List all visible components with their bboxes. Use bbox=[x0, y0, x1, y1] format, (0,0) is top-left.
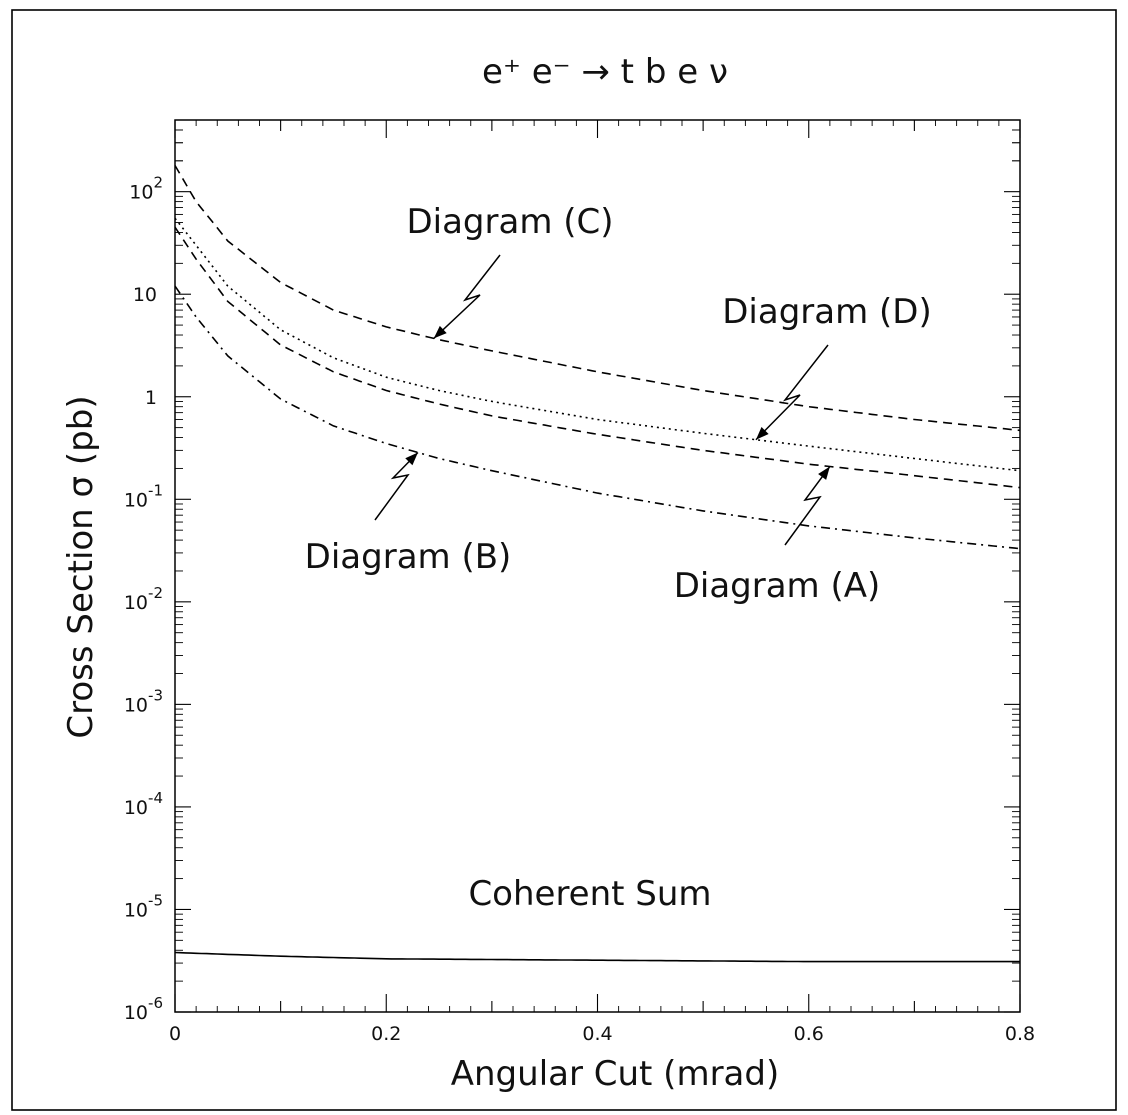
y-tick-label: 10-5 bbox=[124, 891, 163, 921]
arrowhead bbox=[433, 325, 447, 339]
annotation-diagram-d: Diagram (D) bbox=[722, 292, 932, 332]
y-tick-label: 10 bbox=[133, 284, 157, 306]
x-tick-label: 0.4 bbox=[582, 1023, 612, 1045]
axis-ticks bbox=[174, 119, 1021, 1013]
annotation-coherent-sum: Coherent Sum bbox=[468, 874, 711, 914]
annotation-layer: Diagram (C) Diagram (D) Diagram (A) Diagram… bbox=[305, 202, 932, 914]
x-tick-label: 0.6 bbox=[794, 1023, 824, 1045]
series-diagram-a bbox=[174, 226, 1021, 489]
series-coherent-sum bbox=[174, 951, 1020, 963]
annotation-arrow bbox=[433, 254, 501, 339]
annotation-arrow bbox=[784, 466, 831, 546]
tick-labels: 0 0.2 0.4 0.6 0.8 10-6 10-5 10-4 10-3 10-2 10-1 1 10… bbox=[124, 174, 1035, 1045]
x-axis-label: Angular Cut (mrad) bbox=[451, 1054, 779, 1094]
arrowhead bbox=[405, 452, 418, 466]
y-tick-label: 10-2 bbox=[124, 584, 163, 614]
annotation-diagram-b: Diagram (B) bbox=[305, 537, 512, 577]
plot-area: Diagram (C) Diagram (D) Diagram (A) Diagram… bbox=[174, 119, 1021, 1013]
x-tick-label: 0.8 bbox=[1005, 1023, 1035, 1045]
arrowhead bbox=[755, 426, 769, 440]
series-diagram-c bbox=[174, 165, 1021, 432]
annotation-diagram-a: Diagram (A) bbox=[674, 566, 881, 606]
x-tick-label: 0.2 bbox=[371, 1023, 401, 1045]
y-tick-label: 10-1 bbox=[124, 481, 163, 511]
chart-title: e⁺ e⁻ → t b e ν bbox=[482, 52, 728, 92]
annotation-arrow bbox=[374, 451, 419, 521]
y-tick-label: 10-6 bbox=[124, 994, 163, 1024]
y-tick-label: 10-4 bbox=[124, 789, 163, 819]
arrowhead bbox=[818, 466, 830, 480]
series-diagram-b bbox=[174, 285, 1021, 550]
annotation-arrow bbox=[755, 344, 829, 441]
annotation-diagram-c: Diagram (C) bbox=[406, 202, 613, 242]
series-layer bbox=[174, 165, 1021, 963]
y-tick-label: 1 bbox=[145, 387, 157, 409]
y-tick-label: 10-3 bbox=[124, 686, 163, 716]
y-tick-label: 102 bbox=[129, 174, 163, 204]
y-axis-label: Cross Section σ (pb) bbox=[61, 395, 101, 738]
x-tick-label: 0 bbox=[169, 1023, 181, 1045]
figure-border bbox=[11, 9, 1117, 1111]
series-diagram-d bbox=[174, 217, 1021, 472]
